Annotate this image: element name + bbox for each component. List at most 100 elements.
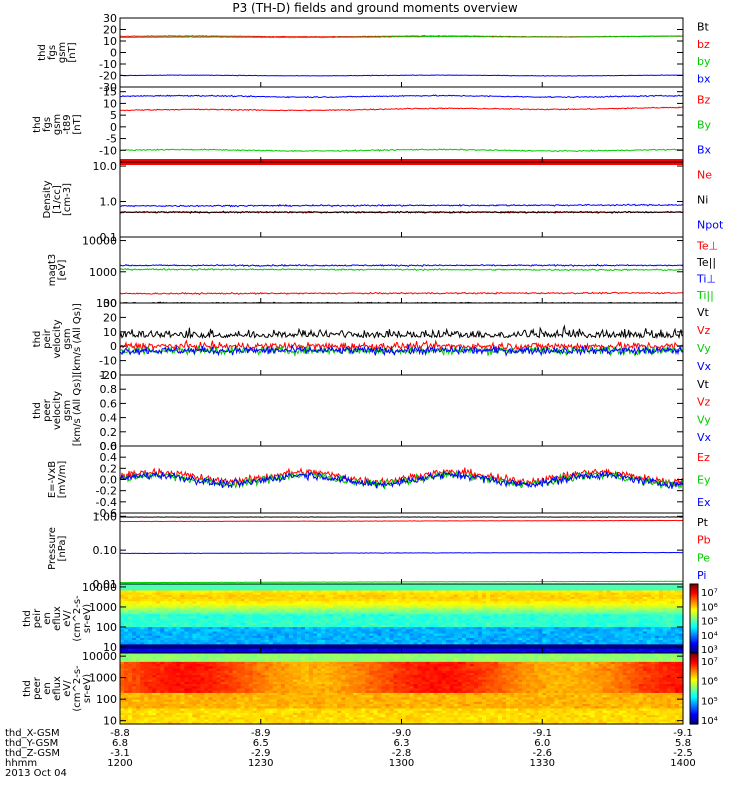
spectrogram-cell bbox=[156, 614, 161, 617]
spectrogram-cell bbox=[349, 648, 354, 652]
spectrogram-cell bbox=[522, 612, 527, 615]
spectrogram-cell bbox=[485, 635, 491, 639]
spectrogram-cell bbox=[140, 599, 145, 602]
spectrogram-cell bbox=[373, 588, 378, 592]
spectrogram-cell bbox=[168, 637, 173, 641]
spectrogram-cell bbox=[622, 650, 628, 654]
spectrogram-cell bbox=[252, 631, 258, 635]
spectrogram-cell bbox=[534, 609, 539, 613]
spectrogram-cell bbox=[329, 601, 334, 605]
spectrogram-cell bbox=[369, 607, 374, 611]
spectrogram-cell bbox=[421, 601, 427, 605]
spectrogram-cell bbox=[634, 642, 640, 645]
spectrogram-cell bbox=[260, 644, 266, 648]
spectrogram-cell bbox=[296, 646, 302, 650]
spectrogram-cell bbox=[522, 637, 527, 641]
spectrogram-cell bbox=[317, 586, 322, 589]
spectrogram-cell bbox=[405, 599, 411, 602]
spectrogram-cell bbox=[224, 642, 230, 645]
spectrogram-cell bbox=[176, 601, 181, 605]
spectrogram-cell bbox=[365, 605, 370, 609]
spectrogram-cell bbox=[381, 646, 387, 650]
spectrogram-cell bbox=[361, 618, 366, 622]
spectrogram-cell bbox=[256, 627, 262, 630]
spectrogram-cell bbox=[148, 609, 153, 613]
spectrogram-cell bbox=[220, 650, 226, 654]
spectrogram-cell bbox=[393, 646, 399, 650]
spectrogram-cell bbox=[674, 629, 680, 633]
spectrogram-cell bbox=[381, 629, 387, 633]
spectrogram-cell bbox=[465, 640, 471, 643]
spectrogram-cell bbox=[353, 599, 358, 602]
spectrogram-cell bbox=[638, 646, 644, 650]
spectrogram-cell bbox=[300, 601, 306, 605]
spectrogram-cell bbox=[132, 588, 137, 592]
spectrogram-cell bbox=[240, 653, 246, 656]
spectrogram-cell bbox=[449, 629, 455, 633]
spectrogram-cell bbox=[160, 624, 165, 628]
spectrogram-cell bbox=[325, 622, 330, 626]
spectrogram-cell bbox=[172, 655, 177, 659]
spectrogram-cell bbox=[200, 586, 206, 589]
spectrogram-cell bbox=[313, 594, 318, 598]
spectrogram-cell bbox=[409, 599, 415, 602]
spectrogram-cell bbox=[469, 627, 475, 630]
spectrogram-cell bbox=[429, 627, 435, 630]
spectrogram-cell bbox=[477, 631, 483, 635]
spectrogram-cell bbox=[204, 596, 210, 600]
spectrogram-cell bbox=[498, 648, 503, 652]
spectrogram-cell bbox=[530, 612, 535, 615]
spectrogram-cell bbox=[489, 644, 495, 648]
spectrogram-cell bbox=[224, 631, 230, 635]
spectrogram-cell bbox=[365, 620, 370, 624]
spectrogram-cell bbox=[546, 633, 551, 637]
spectrogram-cell bbox=[333, 622, 338, 626]
spectrogram-cell bbox=[280, 596, 286, 600]
spectrogram-cell bbox=[514, 635, 519, 639]
spectrogram-cell bbox=[538, 584, 543, 587]
spectrogram-cell bbox=[658, 601, 664, 605]
spectrogram-cell bbox=[349, 601, 354, 605]
spectrogram-cell bbox=[510, 588, 515, 592]
spectrogram-cell bbox=[124, 655, 129, 659]
spectrogram-cell bbox=[148, 592, 153, 596]
legend-bx: bx bbox=[697, 72, 711, 85]
spectrogram-cell bbox=[240, 594, 246, 598]
spectrogram-cell bbox=[570, 592, 576, 596]
spectrogram-cell bbox=[156, 592, 161, 596]
spectrogram-cell bbox=[481, 584, 487, 587]
spectrogram-cell bbox=[469, 631, 475, 635]
spectrogram-cell bbox=[493, 609, 499, 613]
spectrogram-cell bbox=[594, 594, 600, 598]
spectrogram-cell bbox=[361, 622, 366, 626]
spectrogram-cell bbox=[333, 635, 338, 639]
spectrogram-cell bbox=[365, 648, 370, 652]
spectrogram-cell bbox=[156, 596, 161, 600]
spectrogram-cell bbox=[284, 637, 290, 641]
spectrogram-cell bbox=[160, 635, 165, 639]
spectrogram-cell bbox=[256, 629, 262, 633]
spectrogram-cell bbox=[120, 592, 125, 596]
spectrogram-cell bbox=[264, 609, 270, 613]
spectrogram-cell bbox=[445, 586, 451, 589]
spectrogram-cell bbox=[292, 627, 298, 630]
spectrogram-cell bbox=[646, 605, 652, 609]
spectrogram-cell bbox=[590, 616, 596, 620]
spectrogram-cell bbox=[309, 642, 314, 645]
spectrogram-cell bbox=[606, 627, 612, 630]
spectrogram-cell bbox=[626, 642, 632, 645]
spectrogram-cell bbox=[184, 603, 189, 607]
spectrogram-cell bbox=[365, 624, 370, 628]
spectrogram-cell bbox=[373, 633, 378, 637]
spectrogram-cell bbox=[614, 614, 620, 617]
spectrogram-cell bbox=[582, 607, 588, 611]
spectrogram-cell bbox=[401, 618, 407, 622]
spectrogram-cell bbox=[168, 629, 173, 633]
spectrogram-cell bbox=[325, 599, 330, 602]
spectrogram-cell bbox=[256, 637, 262, 641]
spectrogram-cell bbox=[345, 629, 350, 633]
spectrogram-cell bbox=[650, 609, 656, 613]
spectrogram-cell bbox=[357, 646, 362, 650]
spectrogram-cell bbox=[361, 640, 366, 643]
